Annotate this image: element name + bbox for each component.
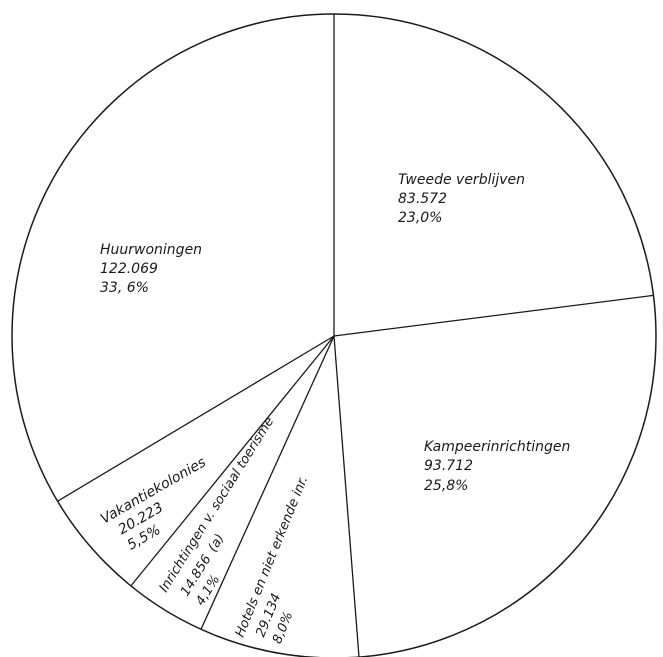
slice-boundary-1 [333, 294, 654, 337]
slice-percent: 23,0% [398, 210, 442, 226]
slice-boundary-5 [57, 335, 335, 502]
slice-label-kampeerinrichtingen: Kampeerinrichtingen 93.712 25,8% [424, 439, 570, 494]
slice-boundary-4 [130, 335, 335, 587]
slice-label-huurwoningen: Huurwoningen 122.069 33, 6% [100, 242, 202, 296]
slice-separators [57, 14, 654, 657]
slice-boundary-2 [333, 335, 360, 657]
slice-name: Kampeerinrichtingen [424, 439, 570, 455]
slice-sublabel: (a) [205, 532, 227, 555]
slice-boundary-3 [200, 335, 335, 630]
slice-label-hotels: Hotels en niet erkende inr. 29.134 8,0% [233, 474, 311, 646]
slice-value: 93.712 [424, 458, 473, 474]
slice-name: Tweede verblijven [398, 172, 525, 188]
slice-percent: 33, 6% [100, 280, 149, 296]
slice-label-tweede-verblijven: Tweede verblijven 83.572 23,0% [398, 172, 525, 226]
slice-name: Huurwoningen [100, 242, 202, 258]
slice-percent: 25,8% [424, 478, 468, 494]
slice-value: 122.069 [100, 261, 158, 277]
slice-value: 83.572 [398, 191, 447, 207]
